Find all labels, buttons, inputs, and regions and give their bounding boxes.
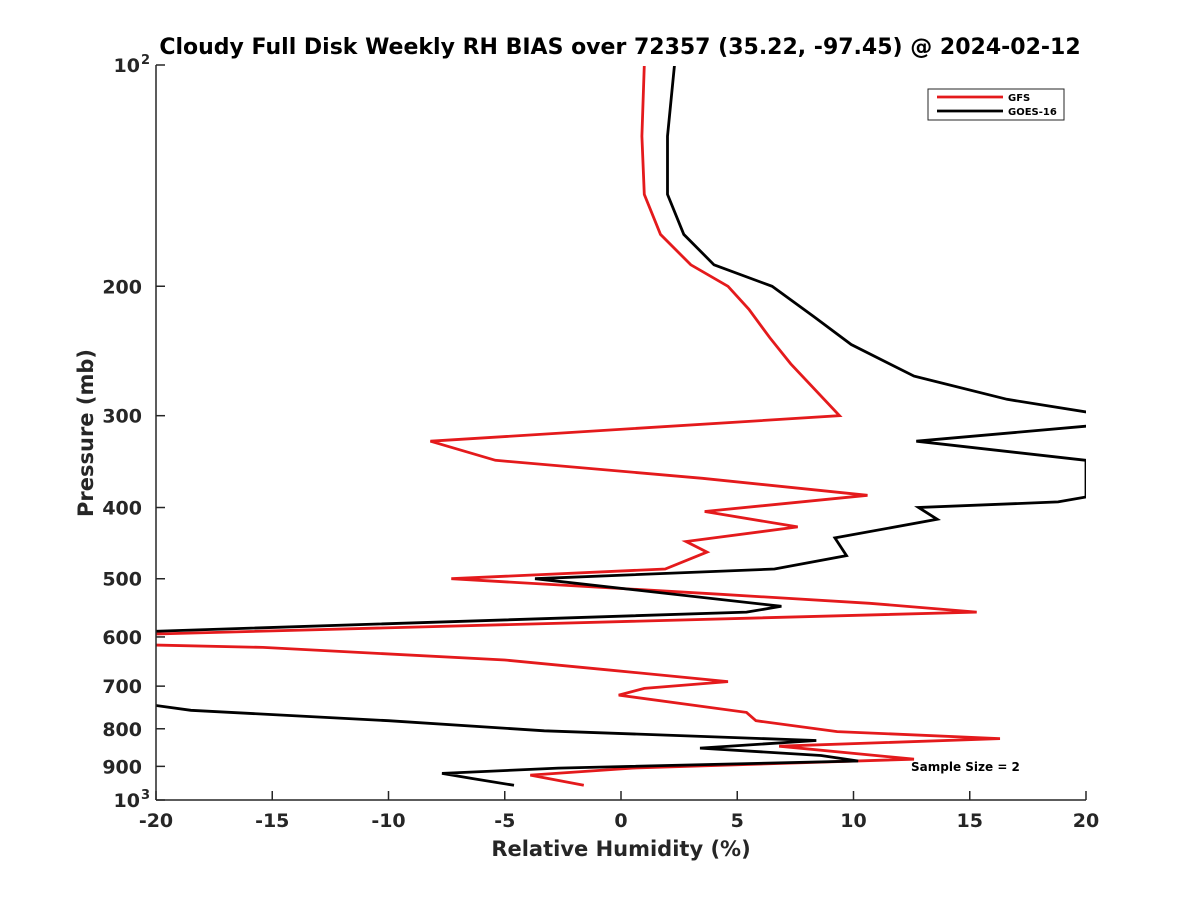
legend-label: GOES-16 [1008,107,1057,118]
chart-title: Cloudy Full Disk Weekly RH BIAS over 723… [159,35,1080,60]
y-tick-label: 700 [102,676,142,698]
y-tick-label: 10 [114,55,140,77]
x-tick-label: -5 [494,810,515,832]
x-tick-label: -20 [139,810,173,832]
x-tick-label: 15 [957,810,983,832]
x-tick-label: 10 [840,810,866,832]
legend-box [927,88,1065,121]
x-tick-label: 0 [614,810,627,832]
y-tick-label: 200 [102,276,142,298]
y-tick-label: 800 [102,719,142,741]
y-tick-label: 500 [102,569,142,591]
y-axis-title: Pressure (mb) [74,349,98,517]
y-tick-label: 10 [114,790,140,812]
legend: GFS GOES-16 [927,88,1065,121]
y-tick-label: 900 [102,756,142,778]
y-tick-exponent: 3 [141,788,150,803]
series-line-gfs [156,66,1001,787]
x-ticks: -20 -15 -10 -5 0 5 10 15 20 [139,791,1099,832]
y-tick-exponent: 2 [141,53,150,68]
y-tick-label: 400 [102,498,142,520]
series-layer [156,66,1086,787]
x-tick-label: -10 [371,810,405,832]
x-tick-label: -15 [255,810,289,832]
x-tick-label: 20 [1073,810,1099,832]
sample-size-annotation: Sample Size = 2 [911,760,1020,774]
y-tick-label: 300 [102,406,142,428]
x-axis-title: Relative Humidity (%) [491,837,750,861]
series-line-goes-16 [156,66,1086,787]
x-tick-label: 5 [731,810,744,832]
y-tick-label: 600 [102,627,142,649]
legend-label: GFS [1008,93,1030,104]
